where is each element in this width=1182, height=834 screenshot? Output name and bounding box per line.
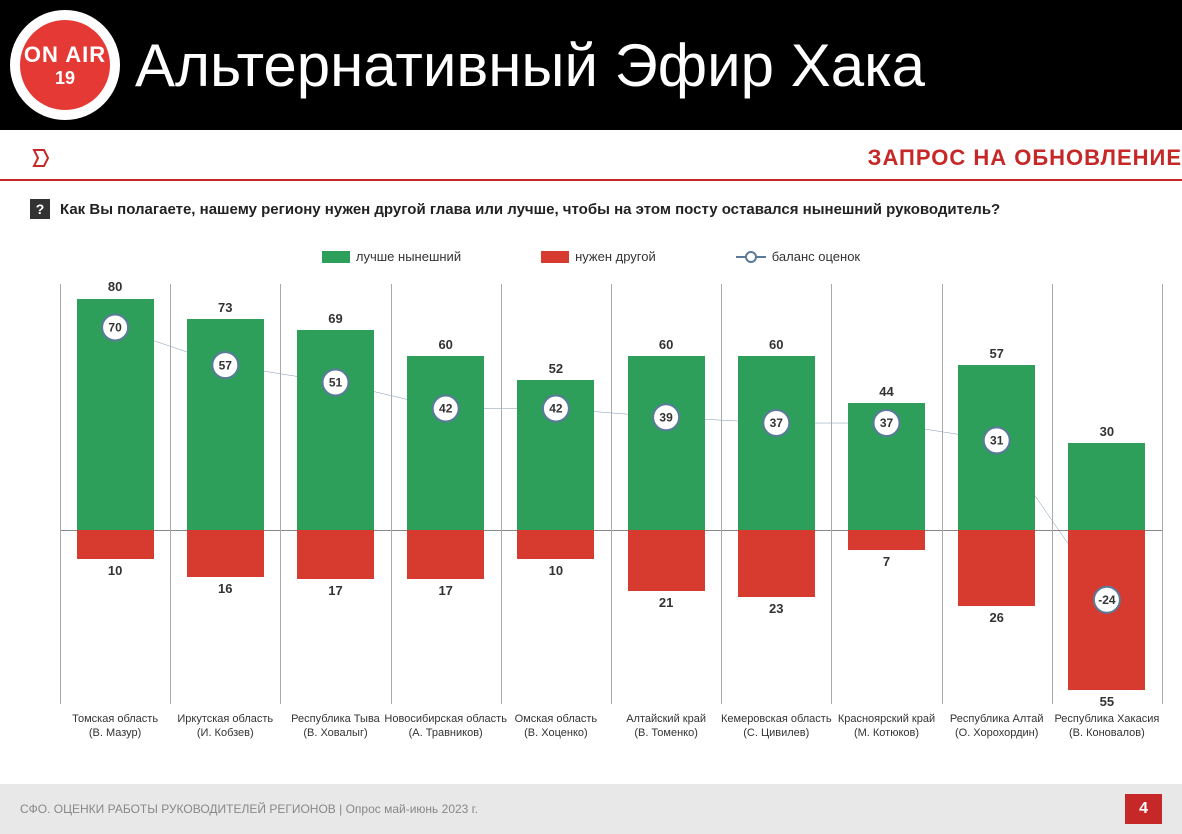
legend-item-current: лучше нынешний [322, 249, 461, 264]
chart-group: 6021Алтайский край(В. Томенко) [611, 284, 721, 704]
chart-group: 3055Республика Хакасия(В. Коновалов) [1052, 284, 1162, 704]
channel-logo: ON AIR 19 [10, 10, 120, 120]
bar-current [1068, 443, 1145, 530]
value-label-other: 17 [391, 583, 501, 598]
bar-other [628, 530, 705, 591]
bar-other [187, 530, 264, 576]
bar-current [77, 299, 154, 531]
value-label-other: 7 [831, 554, 941, 569]
bar-current [297, 330, 374, 530]
value-label-other: 23 [721, 601, 831, 616]
bar-other [77, 530, 154, 559]
chart-group: 6917Республика Тыва(В. Ховалыг) [280, 284, 390, 704]
question-text: Как Вы полагаете, нашему региону нужен д… [60, 201, 1000, 218]
value-label-other: 10 [501, 563, 611, 578]
value-label-current: 60 [391, 337, 501, 352]
legend-label-other: нужен другой [575, 249, 656, 264]
value-label-other: 10 [60, 563, 170, 578]
value-label-other: 21 [611, 595, 721, 610]
bar-current [187, 319, 264, 530]
value-label-other: 26 [942, 610, 1052, 625]
value-label-current: 80 [60, 279, 170, 294]
value-label-current: 73 [170, 300, 280, 315]
value-label-current: 52 [501, 361, 611, 376]
legend-label-balance: баланс оценок [772, 249, 860, 264]
legend-item-other: нужен другой [541, 249, 656, 264]
value-label-current: 60 [721, 337, 831, 352]
value-label-current: 60 [611, 337, 721, 352]
logo-badge: ON AIR 19 [20, 20, 110, 110]
header-bar: ON AIR 19 Альтернативный Эфир Хака [0, 0, 1182, 130]
page-number: 4 [1125, 794, 1162, 824]
value-label-current: 57 [942, 346, 1052, 361]
chart-group: 5726Республика Алтай(О. Хорохордин) [942, 284, 1052, 704]
chart-group: 6023Кемеровская область(С. Цивилев) [721, 284, 831, 704]
channel-title: Альтернативный Эфир Хака [135, 31, 925, 100]
category-label: Республика Хакасия(В. Коновалов) [1041, 704, 1173, 741]
bar-current [407, 356, 484, 530]
legend-label-current: лучше нынешний [356, 249, 461, 264]
bar-other [407, 530, 484, 579]
bar-current [848, 403, 925, 530]
logo-text-onair: ON AIR [24, 42, 106, 68]
section-title: ЗАПРОС НА ОБНОВЛЕНИЕ [868, 145, 1182, 171]
legend-swatch-red [541, 251, 569, 263]
pointer-icon [30, 146, 54, 170]
bar-other [958, 530, 1035, 605]
bar-current [628, 356, 705, 530]
value-label-current: 30 [1052, 424, 1162, 439]
bar-other [738, 530, 815, 597]
footer: СФО. ОЦЕНКИ РАБОТЫ РУКОВОДИТЕЛЕЙ РЕГИОНО… [0, 784, 1182, 834]
value-label-other: 16 [170, 581, 280, 596]
bar-chart: 8010Томская область(В. Мазур)7316Иркутск… [60, 284, 1162, 704]
question-row: ? Как Вы полагаете, нашему региону нужен… [0, 181, 1182, 229]
bar-other [297, 530, 374, 579]
legend-item-balance: баланс оценок [736, 249, 860, 264]
bar-other [1068, 530, 1145, 689]
bar-other [517, 530, 594, 559]
question-icon: ? [30, 199, 50, 219]
section-title-row: ЗАПРОС НА ОБНОВЛЕНИЕ [0, 130, 1182, 181]
bar-current [958, 365, 1035, 530]
chart-legend: лучше нынешний нужен другой баланс оцено… [0, 229, 1182, 274]
chart-group: 8010Томская область(В. Мазур) [60, 284, 170, 704]
legend-line-icon [736, 256, 766, 258]
bar-current [738, 356, 815, 530]
chart-group: 7316Иркутская область(И. Кобзев) [170, 284, 280, 704]
value-label-current: 69 [280, 311, 390, 326]
chart-group: 5210Омская область(В. Хоценко) [501, 284, 611, 704]
chart-group: 6017Новосибирская область(А. Травников) [391, 284, 501, 704]
bar-current [517, 380, 594, 531]
bar-other [848, 530, 925, 550]
logo-text-19: 19 [55, 68, 75, 89]
legend-swatch-green [322, 251, 350, 263]
value-label-other: 17 [280, 583, 390, 598]
value-label-current: 44 [831, 384, 941, 399]
chart-group: 447Красноярский край(М. Котюков) [831, 284, 941, 704]
